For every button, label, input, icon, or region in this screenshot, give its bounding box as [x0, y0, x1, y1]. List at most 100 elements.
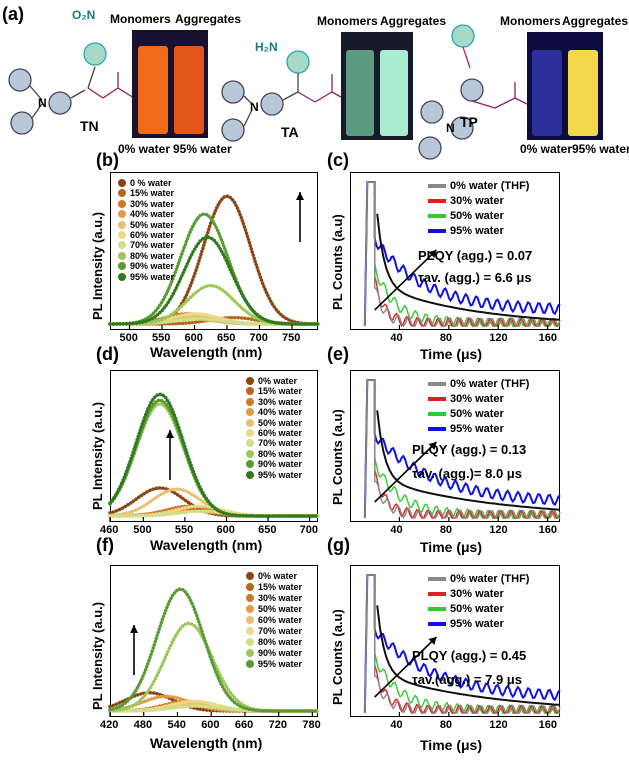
- ta-substituent: H₂N: [255, 40, 278, 54]
- panel-label-a: (a): [2, 4, 24, 24]
- tp-monomers-label: Monomers: [500, 14, 561, 28]
- legend-label: 0% water: [258, 571, 298, 581]
- x-tick-label: 720: [268, 719, 287, 731]
- legend-label: 50% water: [258, 417, 303, 428]
- tn-water-95: 95% water: [173, 142, 232, 156]
- legend-marker: [428, 397, 446, 401]
- legend-marker: [118, 251, 126, 260]
- legend-label: 50% water: [258, 604, 303, 614]
- xlabel-b: Wavelength (nm): [150, 344, 263, 360]
- legend-item: 30% water: [246, 593, 302, 603]
- fit-line: [376, 213, 561, 321]
- x-tick-label: 500: [133, 524, 152, 536]
- legend-marker: [246, 616, 254, 624]
- tn-vial-monomer: [138, 46, 168, 134]
- x-tick-label: 160: [538, 719, 557, 731]
- decay-series-0: [364, 574, 560, 714]
- x-tick-label: 40: [390, 332, 403, 344]
- panel-label-c: (c): [327, 150, 349, 170]
- annotation-arrow: [374, 636, 438, 698]
- tau-c: τav. (agg.) = 6.6 μs: [418, 270, 532, 285]
- legend-item: 0% water (THF): [428, 378, 529, 390]
- xlabel-f: Wavelength (nm): [150, 735, 263, 751]
- tp-water-95: 95% water: [572, 142, 629, 156]
- legend-marker: [428, 214, 446, 218]
- legend-item: 0 % water: [118, 178, 172, 188]
- tn-water-0: 0% water: [118, 142, 171, 156]
- legend-marker: [246, 583, 254, 591]
- legend-label: 80% water: [258, 637, 303, 647]
- legend-marker: [118, 262, 126, 271]
- ta-structure: [221, 50, 351, 142]
- legend-item: 60% water: [246, 615, 302, 625]
- legend-label: 70% water: [258, 626, 303, 636]
- x-tick-label: 80: [439, 332, 453, 344]
- xlabel-e: Time (μs): [420, 539, 482, 555]
- pl-panel-f: [110, 565, 318, 717]
- legend-label: 0% water (THF): [450, 180, 530, 192]
- panel-label-d: (d): [96, 344, 119, 364]
- legend-label: 90% water: [130, 261, 175, 272]
- legend-label: 50% water: [450, 408, 504, 420]
- decay-series-3: [363, 181, 561, 327]
- legend-marker: [428, 622, 446, 626]
- ta-vial-aggregate: [380, 50, 408, 136]
- pl-panel-d: [110, 370, 318, 522]
- legend-label: 30% water: [258, 593, 303, 603]
- xlabel-g: Time (μs): [420, 737, 482, 753]
- legend-item: 0% water: [246, 571, 297, 581]
- legend-marker: [246, 649, 254, 657]
- tn-name: TN: [80, 118, 99, 134]
- arrow-head: [428, 637, 437, 645]
- tp-vial-aggregate: [568, 50, 598, 136]
- legend-label: 15% water: [130, 188, 175, 199]
- legend-item: 95% water: [118, 272, 174, 282]
- panel-label-b: (b): [96, 150, 119, 170]
- legend-item: 0% water: [246, 376, 297, 386]
- decay-series-2: [364, 181, 561, 327]
- legend-label: 15% water: [258, 582, 303, 592]
- arrow-head: [296, 192, 304, 200]
- molecule-structures: N N N: [8, 24, 536, 160]
- legend-label: 0% water (THF): [450, 378, 530, 390]
- legend-item: 95% water: [428, 618, 504, 630]
- ta-vial-monomer: [346, 50, 374, 136]
- x-tick-label: 120: [489, 524, 508, 536]
- x-tick-label: 120: [489, 719, 508, 731]
- legend-marker: [428, 577, 446, 581]
- legend-label: 80% water: [258, 448, 303, 459]
- legend-marker: [246, 408, 254, 417]
- x-tick-label: 550: [174, 524, 194, 536]
- legend-item: 15% water: [246, 582, 302, 592]
- legend-label: 80% water: [130, 250, 175, 261]
- legend-marker: [246, 605, 254, 613]
- tp-aggregates-label: Aggregates: [562, 14, 629, 28]
- legend-label: 70% water: [130, 240, 175, 251]
- legend-label: 90% water: [258, 648, 303, 658]
- x-tick-label: 80: [439, 524, 453, 536]
- legend-item: 80% water: [118, 251, 174, 261]
- legend-marker: [428, 592, 446, 596]
- arrow-head: [130, 625, 138, 633]
- legend-marker: [428, 427, 446, 431]
- legend-marker: [246, 439, 254, 448]
- panel-label-f: (f): [96, 535, 114, 555]
- svg-text:N: N: [446, 121, 455, 135]
- legend-marker: [246, 429, 254, 437]
- legend-item: 95% water: [246, 470, 302, 480]
- arrow-head: [428, 442, 437, 450]
- legend-label: 95% water: [130, 271, 175, 282]
- legend-marker: [428, 607, 446, 611]
- x-tick-label: 700: [299, 524, 319, 536]
- legend-label: 30% water: [450, 195, 504, 207]
- pl-panel-b: [110, 172, 318, 330]
- svg-text:N: N: [38, 96, 47, 110]
- ta-monomers-label: Monomers: [317, 14, 378, 28]
- legend-item: 50% water: [118, 220, 174, 230]
- plqy-e: PLQY (agg.) = 0.13: [412, 442, 527, 457]
- legend-label: 30% water: [450, 393, 504, 405]
- legend-marker: [246, 397, 254, 406]
- legend-marker: [118, 179, 126, 187]
- legend-marker: [118, 231, 126, 239]
